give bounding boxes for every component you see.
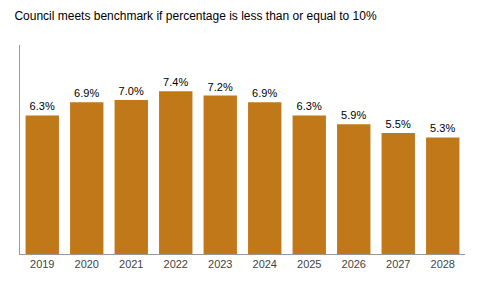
svg-text:7.4%: 7.4% [163, 76, 188, 88]
svg-text:2020: 2020 [75, 258, 99, 270]
svg-text:2021: 2021 [119, 258, 143, 270]
svg-text:5.3%: 5.3% [430, 122, 455, 134]
svg-text:2026: 2026 [342, 258, 366, 270]
svg-text:Council meets benchmark if per: Council meets benchmark if percentage is… [14, 9, 377, 23]
svg-text:6.9%: 6.9% [74, 87, 99, 99]
svg-text:6.3%: 6.3% [297, 100, 322, 112]
svg-text:7.0%: 7.0% [119, 85, 144, 97]
svg-text:2027: 2027 [386, 258, 410, 270]
svg-text:2028: 2028 [431, 258, 455, 270]
svg-text:6.9%: 6.9% [252, 87, 277, 99]
svg-text:2019: 2019 [30, 258, 54, 270]
svg-text:2022: 2022 [164, 258, 188, 270]
svg-text:5.9%: 5.9% [341, 109, 366, 121]
svg-text:7.2%: 7.2% [208, 81, 233, 93]
svg-text:6.3%: 6.3% [30, 100, 55, 112]
svg-text:2023: 2023 [208, 258, 232, 270]
svg-text:5.5%: 5.5% [386, 118, 411, 130]
svg-text:2025: 2025 [297, 258, 321, 270]
svg-text:2024: 2024 [253, 258, 277, 270]
